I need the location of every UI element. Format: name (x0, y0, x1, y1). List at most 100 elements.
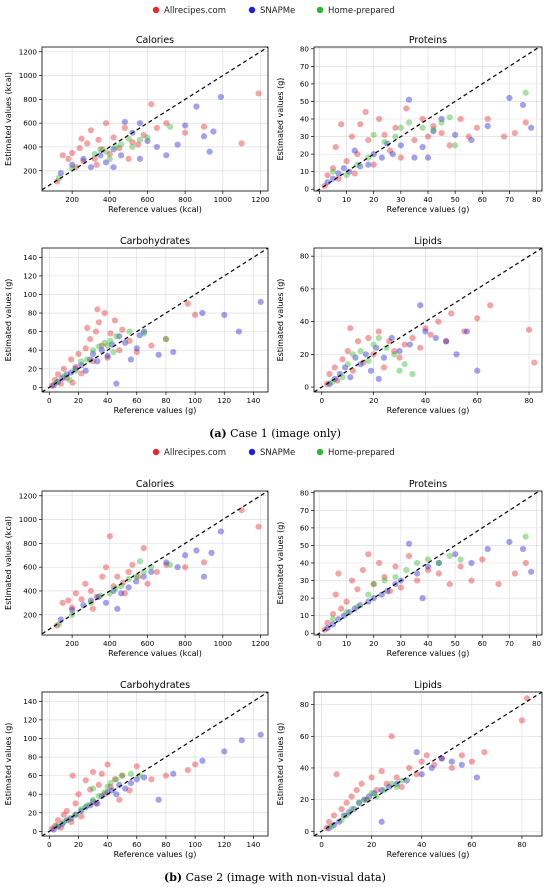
legend-label: SNAPMe (260, 448, 295, 458)
point-allrecipes-com (334, 377, 341, 384)
point-snapme (217, 528, 225, 535)
point-snapme (114, 605, 121, 612)
point-allrecipes-com (386, 587, 394, 595)
point-allrecipes-com (89, 768, 97, 775)
point-home-prepared (89, 785, 97, 792)
y-tick-label: 100 (23, 290, 37, 299)
point-allrecipes-com (448, 310, 455, 317)
point-snapme (335, 170, 342, 177)
point-home-prepared (370, 341, 377, 348)
y-tick-label: 20 (300, 795, 310, 804)
point-home-prepared (60, 373, 67, 380)
point-allrecipes-com (191, 311, 199, 318)
y-tick-label: 140 (23, 697, 37, 706)
y-axis-label: Estimated values (g) (276, 723, 285, 806)
point-snapme (127, 356, 135, 363)
panel-title: Calories (136, 35, 174, 46)
point-allrecipes-com (106, 151, 113, 158)
point-home-prepared (403, 566, 410, 574)
y-tick-label: 60 (300, 284, 310, 293)
point-snapme (182, 122, 189, 129)
point-snapme (453, 351, 460, 358)
point-home-prepared (136, 136, 144, 143)
point-snapme (463, 328, 470, 335)
panel-proteins-a: 0 10 20 30 40 50 60 70 80 0 10 20 30 40 50 60 70 80 Protei… (276, 35, 543, 214)
point-snapme (329, 175, 337, 182)
point-home-prepared (97, 146, 104, 153)
point-allrecipes-com (443, 338, 450, 345)
point-allrecipes-com (370, 580, 377, 588)
point-allrecipes-com (331, 364, 338, 371)
point-allrecipes-com (383, 780, 390, 787)
point-snapme (428, 764, 435, 772)
point-allrecipes-com (448, 764, 455, 772)
y-axis-label: Estimated values (g) (4, 279, 13, 362)
point-allrecipes-com (479, 556, 486, 563)
grid (42, 248, 268, 392)
y-tick-label: 40 (300, 317, 310, 326)
y-tick-label: 70 (300, 506, 310, 515)
x-tick-label: 60 (478, 195, 488, 204)
legend-b: Allrecipes.com SNAPMe Home-prepared (152, 448, 395, 458)
point-home-prepared (430, 126, 437, 133)
point-allrecipes-com (162, 335, 170, 343)
legend-item: Home-prepared (316, 448, 395, 458)
panel-proteins-b: 0 10 20 30 40 50 60 70 80 0 10 20 30 40 50 60 70 80 Protei… (276, 479, 543, 658)
y-tick-label: 70 (300, 62, 310, 71)
point-allrecipes-com (424, 566, 432, 574)
point-allrecipes-com (69, 604, 76, 611)
caption-a-label: (a) (209, 427, 227, 440)
point-home-prepared (84, 356, 91, 363)
point-snapme (113, 791, 120, 798)
y-tick-label: 20 (28, 808, 38, 817)
point-snapme (473, 774, 480, 781)
y-tick-label: 0 (32, 383, 37, 392)
point-snapme (122, 785, 129, 792)
x-tick-label: 140 (247, 840, 261, 849)
point-home-prepared (354, 603, 361, 611)
point-snapme (122, 339, 129, 346)
point-snapme (102, 599, 110, 606)
point-allrecipes-com (78, 813, 85, 820)
point-allrecipes-com (69, 149, 76, 157)
point-snapme (370, 595, 377, 602)
point-allrecipes-com (386, 147, 394, 154)
point-allrecipes-com (116, 347, 123, 354)
grid (314, 491, 542, 635)
point-allrecipes-com (511, 129, 518, 137)
x-tick-label: 40 (423, 639, 433, 648)
point-snapme (388, 334, 395, 342)
legend-marker (152, 448, 160, 456)
point-home-prepared (329, 379, 336, 386)
point-allrecipes-com (344, 347, 351, 355)
point-home-prepared (446, 114, 453, 121)
point-snapme (163, 559, 170, 566)
point-allrecipes-com (72, 363, 79, 371)
point-allrecipes-com (339, 356, 346, 363)
point-allrecipes-com (125, 155, 132, 162)
x-tick-label: 800 (178, 195, 192, 204)
x-tick-label: 0 (319, 840, 324, 849)
x-tick-label: 120 (217, 396, 231, 405)
point-snapme (458, 761, 465, 768)
x-tick-label: 20 (369, 396, 379, 405)
point-allrecipes-com (409, 334, 416, 342)
point-snapme (104, 352, 111, 359)
point-snapme (484, 545, 491, 553)
y-tick-label: 120 (23, 271, 37, 280)
point-home-prepared (338, 817, 345, 824)
legend-marker (248, 6, 256, 14)
point-allrecipes-com (69, 772, 76, 779)
point-snapme (378, 787, 385, 794)
point-home-prepared (125, 575, 132, 583)
point-allrecipes-com (522, 119, 529, 126)
x-tick-label: 600 (141, 195, 155, 204)
point-snapme (235, 328, 242, 335)
plot-frame (41, 691, 269, 837)
point-snapme (519, 545, 527, 553)
x-tick-label: 800 (178, 639, 192, 648)
point-allrecipes-com (57, 824, 65, 831)
point-snapme (193, 103, 200, 110)
point-allrecipes-com (511, 570, 518, 577)
point-allrecipes-com (75, 350, 82, 358)
